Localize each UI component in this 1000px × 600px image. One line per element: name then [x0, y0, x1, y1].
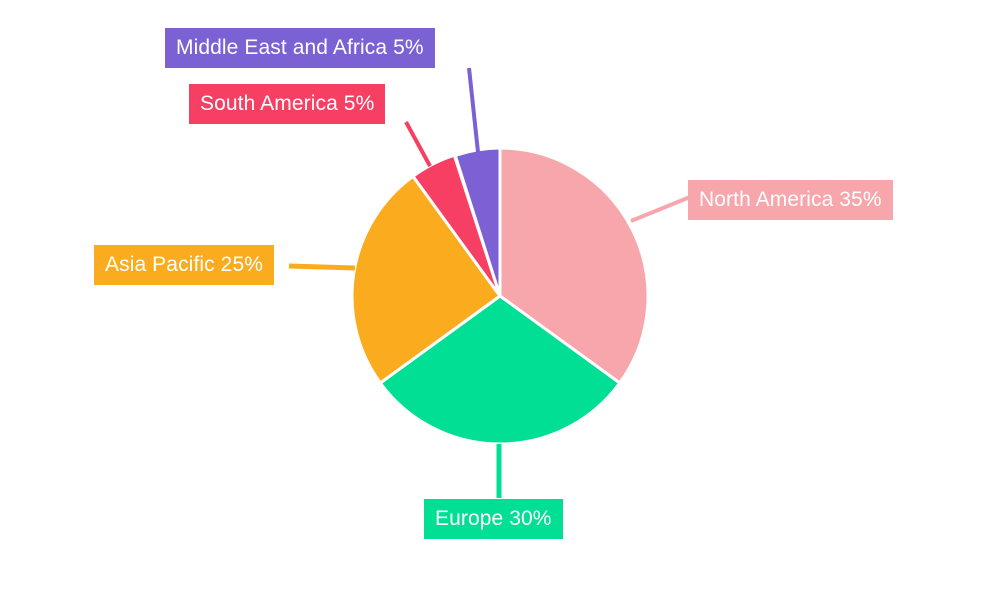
- pie-slices: [350, 146, 650, 446]
- pie-label-europe[interactable]: Europe 30%: [424, 499, 563, 539]
- leader-line-north-america: [630, 195, 691, 223]
- pie-slice-europe[interactable]: [378, 294, 622, 446]
- pie-label-asia-pacific[interactable]: Asia Pacific 25%: [94, 245, 275, 285]
- pie-label-middle-east-africa[interactable]: Middle East and Africa 5%: [165, 28, 435, 68]
- leader-line-middle-east-africa: [467, 67, 480, 153]
- leader-line-south-america: [404, 121, 432, 167]
- pie-slice-north-america[interactable]: [498, 146, 650, 386]
- pie-slice-asia-pacific[interactable]: [350, 174, 503, 386]
- leader-lines: [288, 67, 691, 498]
- pie-label-south-america[interactable]: South America 5%: [189, 84, 386, 124]
- leader-line-asia-pacific: [288, 263, 356, 271]
- pie-label-north-america[interactable]: North America 35%: [688, 180, 893, 220]
